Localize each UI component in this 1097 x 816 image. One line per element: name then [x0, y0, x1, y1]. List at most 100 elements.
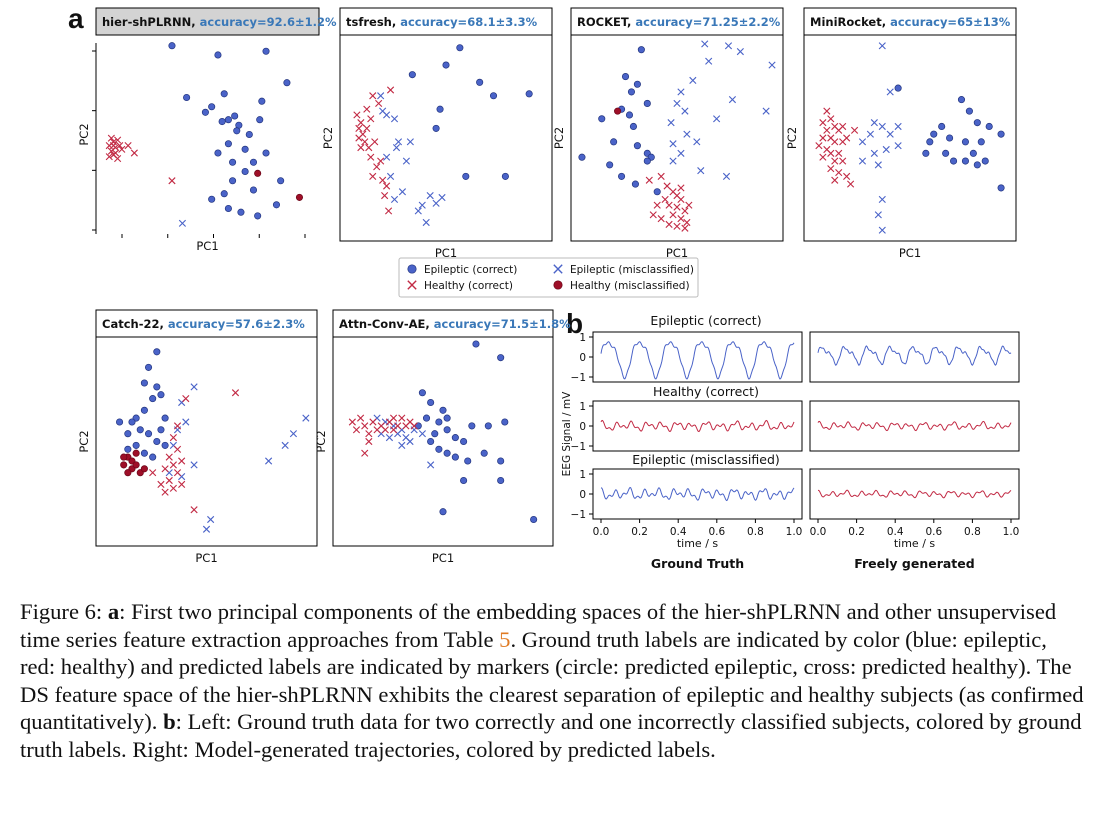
x-tick-label: 0.2 — [631, 526, 648, 538]
data-point — [981, 157, 989, 165]
data-point — [371, 138, 379, 146]
row-title: Healthy (correct) — [653, 384, 759, 399]
data-point — [950, 157, 958, 165]
data-point — [677, 149, 685, 157]
data-point — [819, 119, 827, 127]
scatter-panel-3: ROCKET, accuracy=71.25±2.2% PC1 PC2 — [552, 7, 784, 260]
plot-frame — [95, 336, 318, 547]
data-point — [661, 195, 669, 204]
data-point — [369, 172, 377, 180]
legend-label: Epileptic (correct) — [424, 264, 517, 276]
data-point — [831, 138, 839, 146]
data-point — [443, 426, 451, 434]
data-point — [938, 122, 946, 131]
data-point — [118, 145, 126, 153]
data-point — [705, 57, 713, 65]
x-axis-label: PC1 — [666, 246, 688, 260]
data-point — [443, 449, 451, 457]
row-title: Epileptic (correct) — [650, 313, 761, 328]
data-point — [132, 441, 140, 449]
data-point — [132, 449, 140, 457]
data-point — [289, 430, 298, 438]
data-point — [497, 457, 505, 465]
scatter-panel-6: Attn-Conv-AE, accuracy=71.5±1.8% PC1 PC2 — [314, 309, 571, 565]
table-ref-link[interactable]: 5 — [499, 626, 511, 652]
plot-frame — [332, 336, 554, 547]
x-axis-label: PC1 — [195, 551, 217, 565]
x-tick-label: 1.0 — [1003, 526, 1020, 538]
data-point — [390, 115, 399, 123]
data-point — [823, 107, 831, 115]
x-tick-label: 0.4 — [887, 526, 904, 538]
data-point — [489, 92, 498, 100]
data-point — [120, 453, 128, 461]
data-point — [178, 219, 187, 227]
x-tick-label: 0.6 — [925, 526, 942, 538]
data-point — [657, 172, 665, 180]
data-point — [985, 122, 993, 131]
data-point — [258, 97, 266, 105]
data-point — [256, 116, 264, 124]
data-point — [614, 107, 622, 115]
data-point — [886, 88, 894, 96]
data-point — [432, 199, 440, 207]
eeg-plot-frame — [592, 468, 803, 520]
data-point — [894, 84, 902, 92]
data-point — [178, 480, 186, 488]
data-point — [722, 172, 731, 180]
data-point — [431, 430, 439, 438]
data-point — [436, 105, 444, 113]
data-point — [878, 226, 886, 234]
data-point — [673, 99, 681, 108]
data-point — [874, 161, 882, 169]
data-point — [637, 46, 645, 54]
data-point — [169, 461, 177, 469]
data-point — [161, 441, 169, 449]
eeg-trace — [817, 345, 1012, 366]
y-tick-label: −1 — [571, 509, 586, 521]
data-point — [208, 103, 216, 111]
data-point — [124, 469, 132, 477]
data-point — [406, 138, 414, 146]
y-tick-label: 0 — [579, 421, 586, 433]
eeg-plot-frame — [592, 331, 803, 383]
plot-frame — [339, 34, 553, 242]
data-point — [669, 140, 677, 148]
title-box — [339, 7, 553, 36]
data-point — [153, 383, 161, 391]
method-name: MiniRocket, — [810, 15, 890, 29]
method-name: ROCKET, — [577, 15, 635, 29]
data-point — [363, 105, 371, 113]
data-point — [237, 208, 245, 216]
data-point — [653, 201, 661, 209]
data-point — [839, 157, 847, 165]
accuracy-label: accuracy=57.6±2.3% — [168, 317, 305, 331]
data-point — [472, 340, 480, 348]
data-point — [878, 195, 886, 204]
data-point — [414, 207, 422, 215]
data-point — [140, 406, 148, 414]
data-point — [683, 130, 691, 138]
data-point — [130, 149, 138, 157]
data-point — [379, 176, 387, 184]
data-point — [406, 437, 414, 446]
data-point — [249, 186, 258, 194]
data-point — [231, 389, 240, 397]
row-title: Epileptic (misclassified) — [632, 452, 780, 467]
data-point — [224, 116, 232, 124]
data-point — [631, 180, 639, 188]
data-point — [190, 506, 198, 514]
legend-label: Healthy (correct) — [424, 280, 513, 292]
data-point — [357, 414, 365, 422]
data-point — [124, 445, 132, 453]
data-point — [149, 453, 157, 461]
data-point — [365, 144, 373, 152]
plot-frame — [570, 34, 784, 242]
data-point — [606, 161, 614, 169]
legend-box — [398, 257, 699, 298]
data-point — [355, 134, 363, 142]
data-point — [169, 484, 177, 492]
data-point — [128, 418, 136, 426]
accuracy-label: accuracy=71.25±2.2% — [635, 15, 780, 29]
legend-label: Epileptic (misclassified) — [570, 264, 694, 276]
